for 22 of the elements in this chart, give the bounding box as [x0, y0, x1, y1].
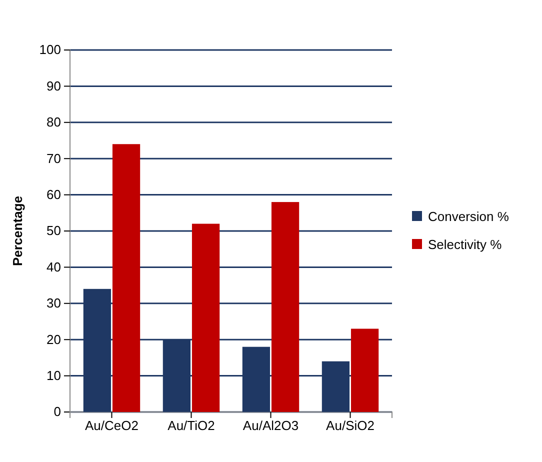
bar	[192, 224, 220, 412]
y-tick-label: 10	[46, 368, 61, 383]
y-tick-label: 20	[46, 332, 61, 347]
bar	[350, 328, 379, 412]
legend-label: Conversion %	[428, 209, 510, 224]
y-tick-label: 30	[46, 296, 61, 311]
bar	[112, 144, 140, 412]
y-tick-label: 80	[46, 114, 61, 130]
x-tick-label: Au/TiO2	[168, 418, 215, 434]
y-tick-label: 90	[46, 78, 61, 94]
x-tick-label: Au/SiO2	[326, 418, 374, 434]
y-tick-label: 40	[46, 259, 61, 274]
y-tick-label: 100	[39, 42, 61, 58]
y-tick-label: 70	[46, 150, 61, 166]
x-tick-label: Au/Al2O3	[242, 418, 299, 434]
y-tick-label: 60	[46, 186, 61, 202]
x-tick-label: Au/CeO2	[85, 418, 138, 434]
legend-label: Selectivity %	[428, 237, 502, 252]
y-tick-label: 50	[46, 223, 61, 238]
bar	[271, 202, 300, 412]
y-tick-label: 0	[54, 404, 61, 420]
y-axis-title: Percentage	[10, 196, 25, 266]
